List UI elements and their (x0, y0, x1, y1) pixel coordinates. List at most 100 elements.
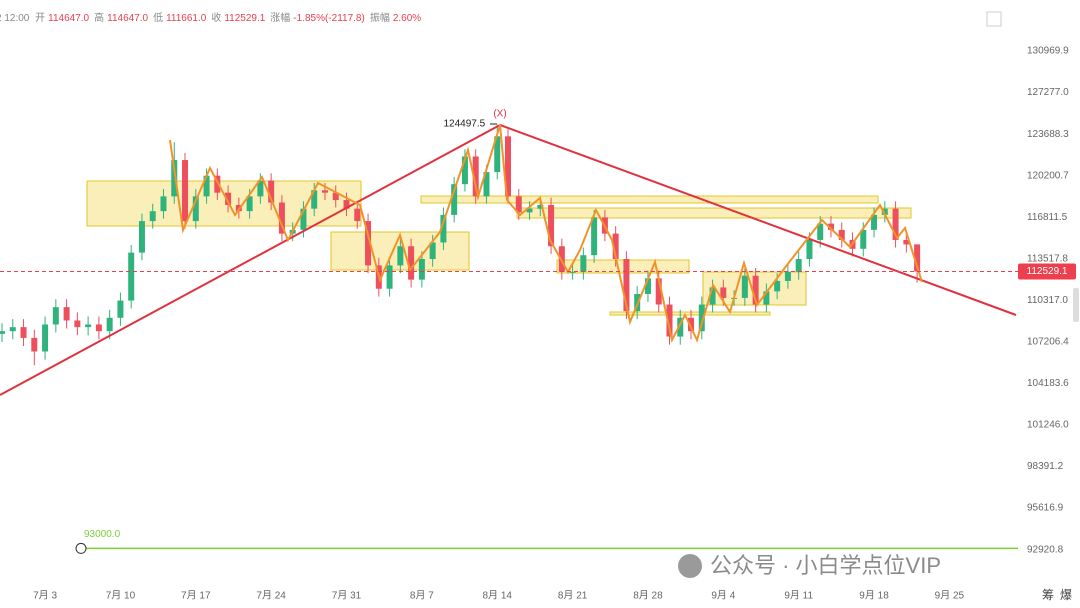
candle-body (311, 190, 318, 209)
candle-body (472, 156, 479, 197)
candle-body (386, 265, 393, 289)
candle-body (95, 324, 102, 332)
candle-body (709, 287, 716, 305)
x-tick-label: 7月 31 (332, 590, 362, 602)
candle-body (9, 327, 16, 332)
zone-box (609, 311, 771, 316)
candle-body (171, 160, 178, 197)
y-tick-label: 123688.3 (1027, 129, 1069, 140)
candle-body (74, 320, 81, 328)
candle-body (461, 156, 468, 185)
alert-handle (75, 542, 87, 554)
y-tick-label: 130969.9 (1027, 46, 1069, 57)
y-tick-label: 101246.0 (1027, 420, 1069, 431)
candle-body (537, 204, 544, 209)
candle-body (580, 255, 587, 272)
candle-body (741, 275, 748, 298)
candle-body (397, 246, 404, 266)
header-time: 2 12:00 (0, 13, 30, 24)
zone-box (516, 207, 912, 219)
trend-line (499, 124, 1017, 316)
candle-body (85, 324, 92, 328)
candle-body (795, 259, 802, 272)
candle-body (720, 287, 727, 298)
x-tick-label: 8月 28 (633, 590, 663, 602)
candle-body (117, 300, 124, 318)
candle-body (892, 208, 899, 240)
burst-button[interactable]: 爆 (1060, 588, 1072, 602)
candle-body (612, 233, 619, 260)
zone-box (420, 195, 879, 204)
candle-body (160, 196, 167, 212)
candle-body (332, 192, 339, 201)
x-tick-label: 7月 17 (181, 590, 211, 602)
candle-body (806, 239, 813, 260)
candle-body (31, 337, 38, 352)
fullscreen-button[interactable] (986, 11, 1002, 27)
candle-body (515, 196, 522, 213)
watermark: 公众号 · 小白学点位VIP (710, 553, 941, 578)
candle-body (257, 180, 264, 197)
y-tick-label: 98391.2 (1027, 461, 1064, 472)
candle-body (505, 136, 511, 197)
header-value: 111661.0 (166, 13, 207, 24)
candle-body (451, 184, 458, 215)
x-tick-label: 9月 25 (935, 590, 965, 602)
header-label: 振幅 (369, 13, 390, 24)
y-tick-label: 104183.6 (1027, 378, 1069, 389)
candle-body (763, 291, 770, 305)
peak-marker: (X) (493, 109, 506, 120)
header-label: 收 (211, 13, 222, 24)
x-tick-label: 8月 14 (482, 590, 512, 602)
candle-body (278, 202, 285, 234)
x-tick-label: 9月 11 (784, 590, 813, 602)
candle-body (817, 223, 824, 240)
candle-body (63, 307, 70, 321)
chip-button[interactable]: 筹 (1042, 588, 1054, 602)
candle-body (42, 324, 49, 352)
candle-body (343, 200, 350, 209)
candle-body (128, 252, 135, 301)
candle-body (914, 244, 921, 272)
overlay (0, 123, 1017, 396)
header-value: -1.85%(-2117.8) (293, 13, 365, 24)
y-tick-label: 92920.8 (1027, 544, 1064, 555)
candle-body (494, 136, 501, 173)
header-label: 涨幅 (270, 13, 291, 24)
header-value: 114647.0 (107, 13, 149, 24)
candle-body (623, 259, 630, 312)
scrollbar[interactable] (1073, 288, 1079, 322)
x-tick-label: 7月 24 (256, 590, 286, 602)
candle-body (752, 275, 759, 305)
candle-body (268, 180, 275, 203)
y-tick-label: 110317.0 (1027, 295, 1068, 306)
y-tick-label: 120200.7 (1027, 170, 1069, 181)
candle-body (483, 172, 490, 197)
y-tick-label: 127277.0 (1027, 87, 1069, 98)
x-tick-label: 9月 4 (711, 590, 735, 602)
candle-body (182, 160, 189, 222)
candle-body (20, 327, 27, 338)
last-price-label: 112529.1 (1027, 266, 1068, 277)
y-tick-label: 116811.5 (1027, 212, 1068, 223)
candle-body (138, 221, 145, 253)
candle-body (827, 223, 834, 230)
candle-body (321, 190, 328, 193)
candle-body (698, 304, 705, 332)
header-label: 低 (153, 13, 164, 24)
candle-body (655, 278, 662, 305)
header-label: 开 (35, 13, 46, 24)
drawings (86, 180, 912, 316)
header-label: 高 (94, 13, 105, 24)
candle-body (354, 208, 361, 222)
header-value: 114647.0 (48, 13, 90, 24)
header-value: 2.60% (392, 13, 422, 24)
y-tick-label: 107206.4 (1027, 337, 1069, 348)
candle-body (214, 175, 221, 193)
peak-label: 124497.5 (444, 118, 486, 129)
alert-label: 93000.0 (84, 529, 121, 540)
candle-body (408, 246, 415, 280)
candle-body (677, 317, 684, 337)
